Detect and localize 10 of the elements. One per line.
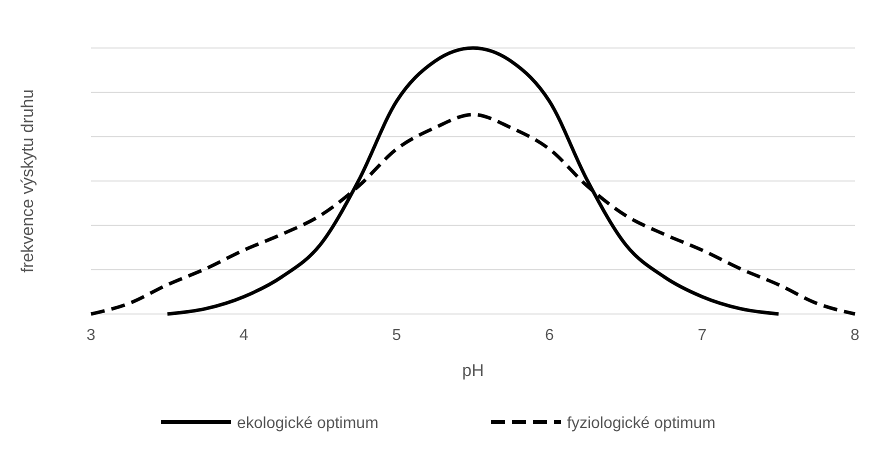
x-tick-label: 6 (544, 327, 554, 344)
x-tick-label: 5 (392, 327, 402, 344)
x-tick-label: 4 (239, 327, 248, 344)
x-tick-label: 3 (86, 327, 96, 344)
x-tick-label: 7 (698, 327, 707, 344)
legend-label: fyziologické optimum (567, 415, 716, 432)
x-tick-label: 8 (850, 327, 860, 344)
x-axis-title: pH (462, 361, 484, 380)
y-axis-title: frekvence výskytu druhu (18, 89, 37, 273)
legend-label: ekologické optimum (237, 415, 378, 432)
